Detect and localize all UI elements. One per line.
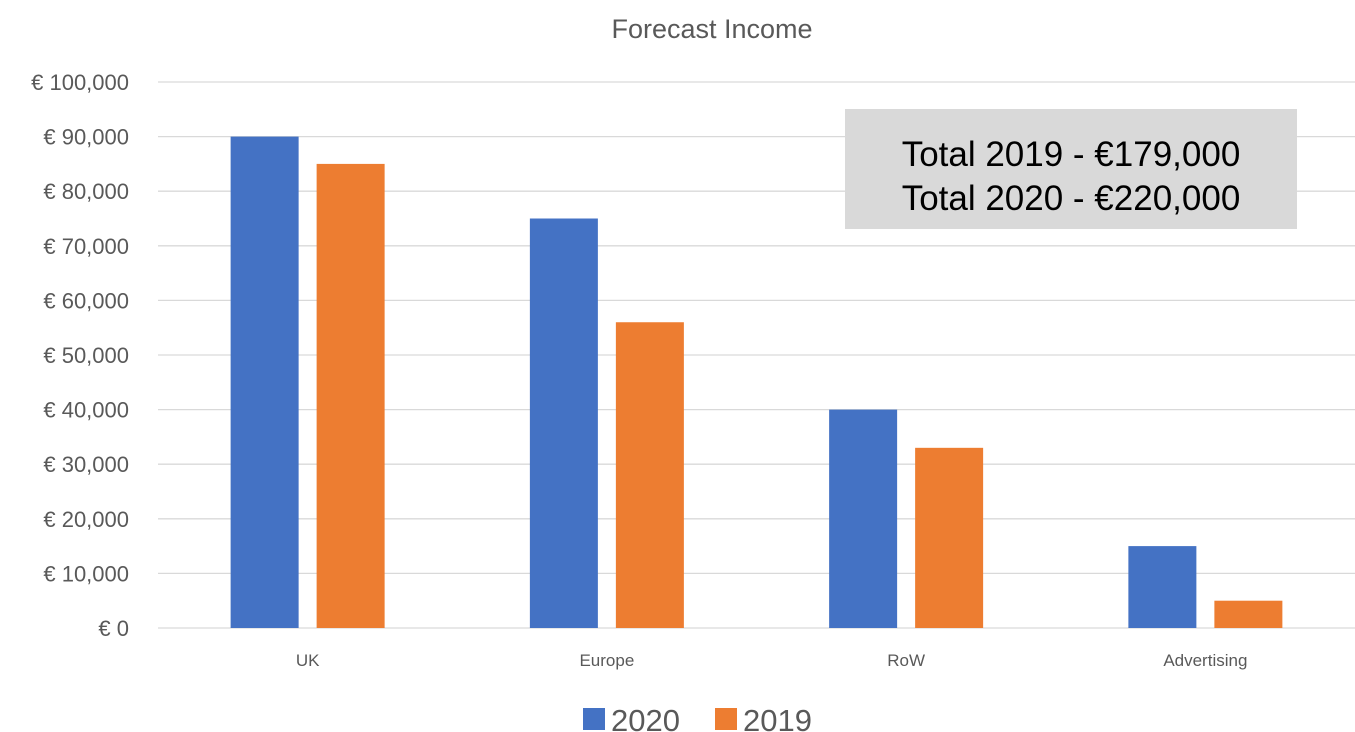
bar-2020-europe xyxy=(529,218,598,628)
bar-2019-advertising xyxy=(1214,600,1283,628)
y-tick-label: € 70,000 xyxy=(43,234,129,259)
y-tick-label: € 80,000 xyxy=(43,179,129,204)
legend-label-2019: 2019 xyxy=(743,703,812,732)
annotation-line: Total 2019 - €179,000 xyxy=(902,135,1241,174)
x-tick-label: Europe xyxy=(579,651,634,670)
y-tick-label: € 20,000 xyxy=(43,507,129,532)
totals-annotation: Total 2019 - €179,000 Total 2020 - €220,0… xyxy=(845,109,1297,229)
legend-label-2020: 2020 xyxy=(611,703,680,732)
y-tick-label: € 30,000 xyxy=(43,452,129,477)
y-tick-label: € 50,000 xyxy=(43,343,129,368)
bar-2019-europe xyxy=(615,322,684,628)
y-tick-label: € 40,000 xyxy=(43,398,129,423)
legend: 2020 2019 xyxy=(583,703,812,732)
y-axis-tick-labels: € 0 € 10,000 € 20,000 € 30,000 € 40,000 € 50,… xyxy=(31,70,129,641)
bars xyxy=(230,136,1283,628)
y-tick-label: € 90,000 xyxy=(43,125,129,150)
y-tick-label: € 60,000 xyxy=(43,288,129,313)
legend-swatch-2020 xyxy=(583,708,605,730)
y-tick-label: € 10,000 xyxy=(43,561,129,586)
chart-title: Forecast Income xyxy=(611,14,812,44)
bar-2020-row xyxy=(829,409,898,628)
y-tick-label: € 100,000 xyxy=(31,70,129,95)
annotation-box xyxy=(845,109,1297,229)
bar-2019-row xyxy=(915,447,984,628)
bar-2020-uk xyxy=(230,136,299,628)
x-tick-label: UK xyxy=(296,651,320,670)
y-tick-label: € 0 xyxy=(98,616,129,641)
bar-2019-uk xyxy=(316,163,385,628)
x-axis-tick-labels: UK Europe RoW Advertising xyxy=(296,651,1248,670)
x-tick-label: RoW xyxy=(887,651,925,670)
bar-2020-advertising xyxy=(1128,546,1197,628)
x-tick-label: Advertising xyxy=(1163,651,1247,670)
annotation-line: Total 2020 - €220,000 xyxy=(902,179,1241,218)
legend-swatch-2019 xyxy=(715,708,737,730)
